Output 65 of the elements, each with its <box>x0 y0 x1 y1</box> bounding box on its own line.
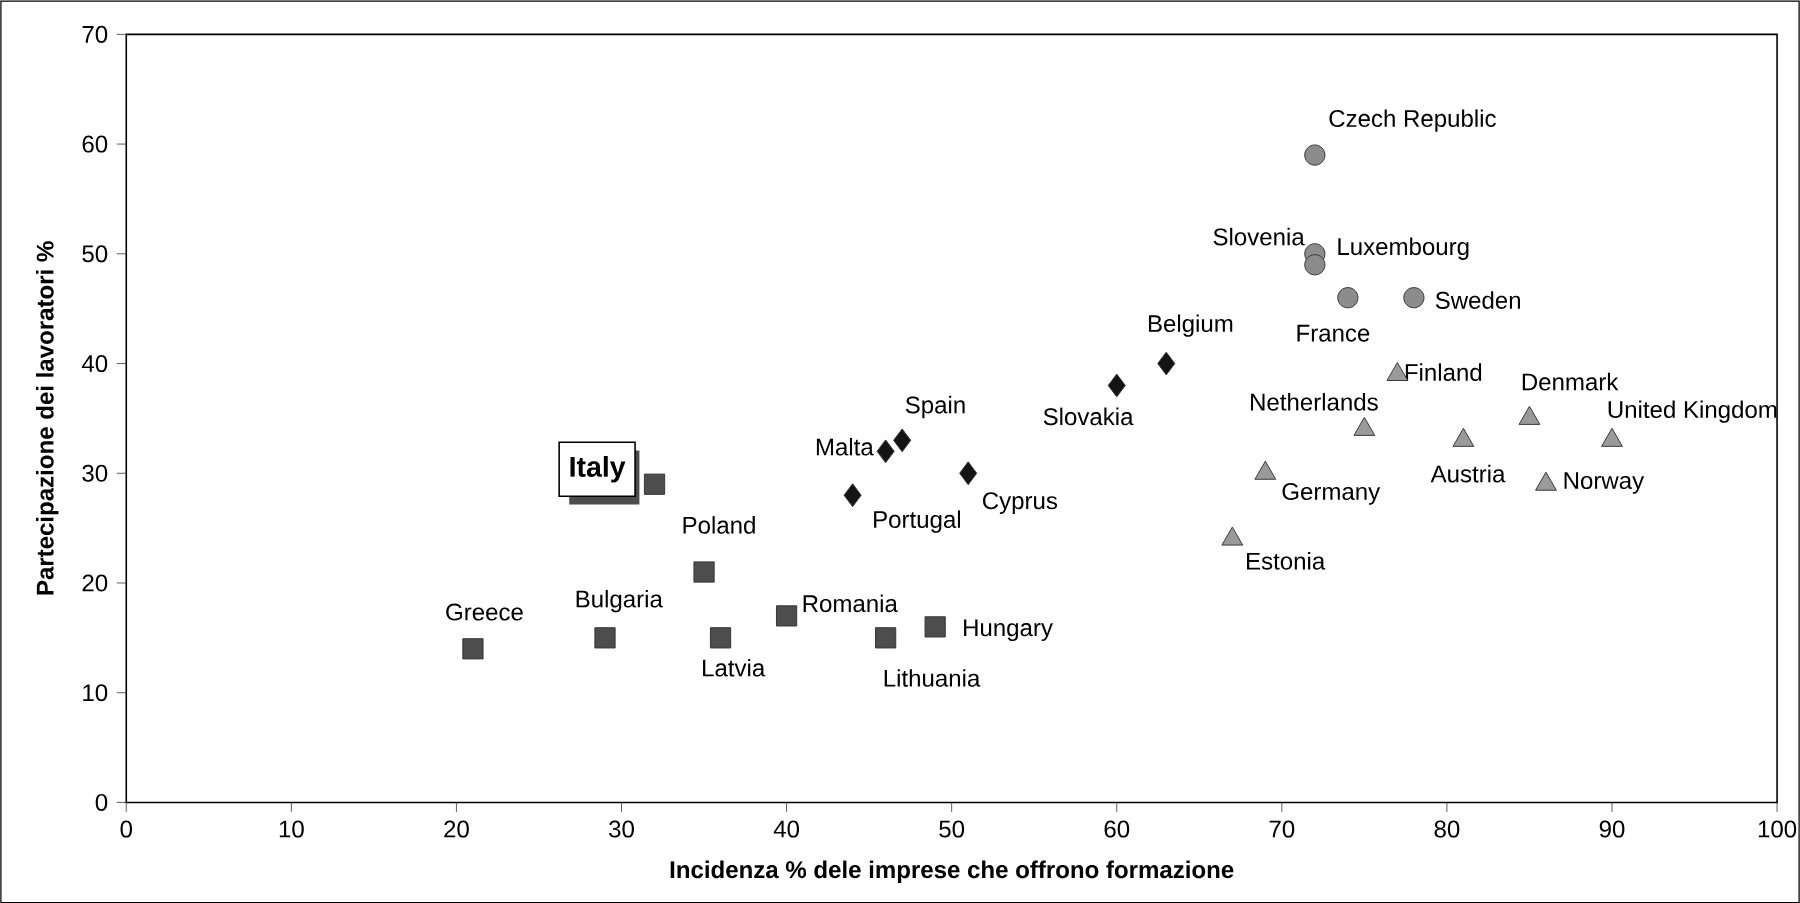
annotation: Norway <box>1564 472 1645 494</box>
point <box>1107 373 1126 398</box>
x-axis-title: Incidenza % dele imprese che offrono formazione <box>670 860 1234 883</box>
annotation: Slovakia <box>1043 407 1134 426</box>
point <box>775 605 798 627</box>
point <box>1157 351 1176 376</box>
point <box>1304 253 1326 276</box>
x-tick-label: 90 <box>1599 820 1625 838</box>
annotation: Finland <box>1405 363 1482 381</box>
y-tick-label: 10 <box>83 683 108 702</box>
x-tick-label: 30 <box>609 820 634 838</box>
x-tick-label: 70 <box>1269 820 1295 838</box>
y-tick-label: 70 <box>82 25 108 43</box>
point <box>643 473 666 495</box>
annotation: France <box>1297 324 1370 342</box>
point <box>1304 144 1326 166</box>
annotation: Netherlands <box>1251 392 1378 411</box>
annotation: Romania <box>803 594 898 612</box>
point <box>876 439 895 463</box>
point <box>709 627 732 649</box>
annotation: Greece <box>446 603 523 621</box>
annotation: Spain <box>905 395 965 419</box>
y-tick-label: 0 <box>95 793 108 811</box>
annotation: Luxembourg <box>1338 237 1469 260</box>
y-tick-label: 30 <box>82 464 108 482</box>
x-tick-label: 50 <box>939 820 965 838</box>
annotation: Italy <box>570 455 626 483</box>
y-tick-label: 20 <box>82 574 108 592</box>
point <box>959 461 978 485</box>
annotation: Sweden <box>1435 291 1521 309</box>
x-tick-label: 100 <box>1758 820 1797 838</box>
x-tick-label: 60 <box>1104 820 1130 838</box>
annotation: Denmark <box>1522 372 1619 391</box>
x-tick-label: 20 <box>444 820 469 838</box>
annotation: Poland <box>683 515 755 534</box>
point <box>843 483 862 507</box>
annotation: Slovenia <box>1213 227 1305 246</box>
annotation: Belgium <box>1148 314 1233 337</box>
annotation: Austria <box>1430 464 1506 483</box>
annotation: Lithuania <box>884 668 981 687</box>
y-tick-label: 50 <box>82 245 108 263</box>
annotation: Hungary <box>964 619 1053 641</box>
y-axis-title: Partecipazione dei lavoratori % <box>36 241 59 595</box>
point <box>893 428 912 452</box>
x-tick-label: 40 <box>773 820 800 838</box>
point <box>1403 286 1425 309</box>
point <box>1337 286 1359 309</box>
x-tick-label: 10 <box>279 820 304 838</box>
annotation: Portugal <box>874 510 961 533</box>
point <box>693 561 715 583</box>
annotation: Latvia <box>703 658 766 677</box>
annotation: Germany <box>1282 482 1381 505</box>
x-tick-label: 0 <box>120 820 133 838</box>
annotation: Czech Republic <box>1329 109 1496 132</box>
point <box>875 627 897 649</box>
point <box>462 638 484 660</box>
point <box>924 616 946 638</box>
annotation: Malta <box>816 437 874 456</box>
annotation: Cyprus <box>983 492 1058 514</box>
x-tick-label: 80 <box>1434 820 1460 838</box>
y-tick-label: 60 <box>82 135 108 153</box>
point <box>594 627 616 649</box>
annotation: Bulgaria <box>576 589 663 613</box>
y-tick-label: 40 <box>81 354 108 372</box>
annotation: Estonia <box>1247 551 1326 570</box>
